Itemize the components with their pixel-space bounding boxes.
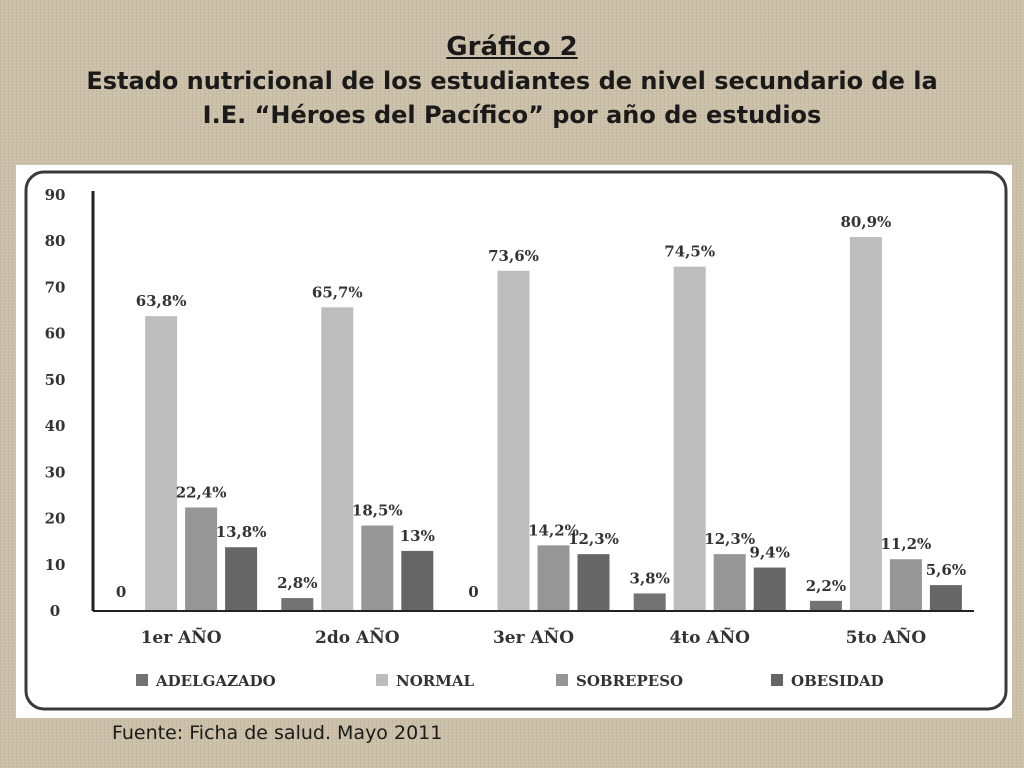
data-label: 2,8%	[277, 574, 317, 592]
legend: ADELGAZADO NORMAL SOBREPESO OBESIDAD	[136, 672, 884, 690]
y-tick-label: 30	[45, 463, 66, 481]
legend-label-sobrepeso: SOBREPESO	[576, 672, 683, 690]
data-label: 0	[468, 583, 478, 601]
bar-adelgazado-5	[809, 600, 842, 611]
data-label: 73,6%	[488, 247, 539, 265]
data-label: 18,5%	[352, 501, 403, 519]
y-tick-label: 10	[45, 556, 66, 574]
chart-number: Gráfico 2	[446, 32, 578, 62]
y-axis-ticks: 0 10 20 30 40 50 60 70 80 90	[45, 186, 66, 620]
bar-normal-5	[849, 237, 882, 611]
data-label: 12,3%	[568, 530, 619, 548]
bar-sobrepeso-4	[713, 554, 746, 611]
data-label: 0	[116, 583, 126, 601]
y-tick-label: 60	[45, 325, 66, 343]
category-labels: 1er AÑO 2do AÑO 3er AÑO 4to AÑO 5to AÑO	[141, 626, 927, 648]
data-label: 80,9%	[841, 213, 892, 231]
axes	[91, 191, 974, 612]
bar-normal-1	[145, 316, 178, 611]
data-label: 63,8%	[136, 292, 187, 310]
bar-obesidad-2	[401, 550, 434, 611]
bar-sobrepeso-2	[361, 525, 394, 611]
data-label: 14,2%	[528, 521, 579, 539]
x-category-label: 5to AÑO	[846, 626, 927, 648]
bar-chart: 0 10 20 30 40 50 60 70 80 90 0 63,8% 22,4% 13,8% 2,8%…	[24, 170, 1008, 711]
bar-sobrepeso-3	[537, 545, 570, 611]
data-label: 11,2%	[881, 535, 932, 553]
x-category-label: 1er AÑO	[141, 626, 222, 648]
source-note: Fuente: Ficha de salud. Mayo 2011	[112, 722, 443, 744]
data-label: 12,3%	[704, 530, 755, 548]
data-labels: 0 63,8% 22,4% 13,8% 2,8% 65,7% 18,5% 13% 0 73,6% 1…	[116, 213, 966, 601]
x-category-label: 4to AÑO	[669, 626, 750, 648]
y-tick-label: 20	[45, 510, 66, 528]
data-label: 9,4%	[750, 544, 790, 562]
legend-label-obesidad: OBESIDAD	[791, 672, 884, 690]
legend-label-adelgazado: ADELGAZADO	[155, 672, 276, 690]
bar-obesidad-4	[753, 567, 786, 611]
slide-title: Gráfico 2 Estado nutricional de los estu…	[0, 30, 1024, 132]
legend-label-normal: NORMAL	[396, 672, 474, 690]
legend-swatch-sobrepeso	[556, 674, 568, 686]
bar-obesidad-5	[929, 585, 962, 611]
bar-sobrepeso-5	[889, 559, 922, 611]
data-label: 65,7%	[312, 283, 363, 301]
data-label: 13%	[400, 527, 435, 545]
y-tick-label: 0	[50, 602, 60, 620]
bar-adelgazado-4	[633, 593, 666, 611]
bar-normal-3	[497, 270, 530, 611]
data-label: 22,4%	[176, 483, 227, 501]
data-label: 13,8%	[216, 523, 267, 541]
y-tick-label: 50	[45, 371, 66, 389]
chart-title-line-2: I.E. “Héroes del Pacífico” por año de es…	[202, 101, 822, 129]
bar-obesidad-1	[225, 547, 258, 611]
data-label: 5,6%	[926, 561, 966, 579]
data-label: 2,2%	[806, 577, 846, 595]
y-tick-label: 40	[45, 417, 66, 435]
bar-normal-4	[673, 266, 706, 611]
y-tick-label: 80	[45, 232, 66, 250]
x-category-label: 2do AÑO	[315, 626, 400, 648]
bar-obesidad-3	[577, 554, 610, 611]
bar-adelgazado-2	[281, 598, 314, 611]
data-label: 74,5%	[664, 243, 715, 261]
bars	[145, 237, 962, 611]
x-category-label: 3er AÑO	[493, 626, 574, 648]
data-label: 3,8%	[630, 569, 670, 587]
legend-swatch-normal	[376, 674, 388, 686]
legend-swatch-obesidad	[771, 674, 783, 686]
chart-panel: 0 10 20 30 40 50 60 70 80 90 0 63,8% 22,4% 13,8% 2,8%…	[16, 165, 1012, 718]
y-tick-label: 70	[45, 278, 66, 296]
y-tick-label: 90	[45, 186, 66, 204]
bar-normal-2	[321, 307, 354, 611]
legend-swatch-adelgazado	[136, 674, 148, 686]
chart-title-line-1: Estado nutricional de los estudiantes de…	[86, 67, 938, 95]
bar-sobrepeso-1	[185, 507, 218, 611]
